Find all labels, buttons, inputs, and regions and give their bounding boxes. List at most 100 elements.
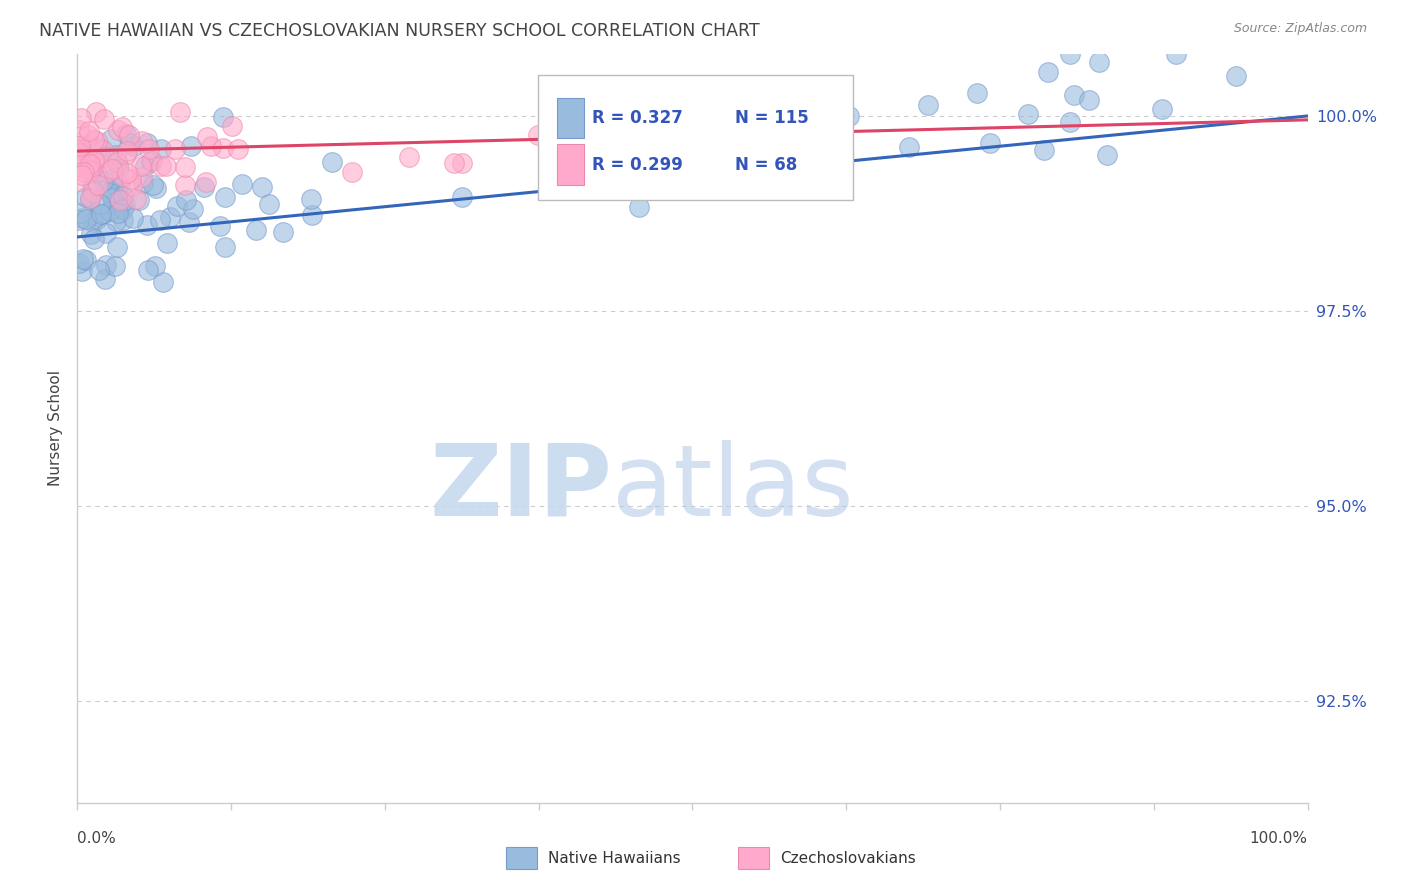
Point [103,169,125,184]
Point [69,143,91,157]
Point [110,120,132,134]
Point [87,178,110,193]
Point [159,210,181,224]
Point [69,206,91,220]
Point [966,87,988,101]
Point [145,181,167,195]
Point [73,164,96,178]
Point [128,193,150,207]
Point [84,104,107,119]
Point [1059,46,1081,61]
Text: ZIP: ZIP [430,440,613,537]
Point [114,198,136,212]
Point [132,177,155,191]
Point [149,213,172,227]
Point [79,124,101,138]
Point [94,227,117,241]
Point [174,178,197,192]
Point [121,211,143,225]
Point [115,146,138,161]
Point [194,175,217,189]
Point [134,159,156,173]
Text: atlas: atlas [613,440,853,537]
Point [212,110,235,124]
Point [87,209,110,223]
Point [245,222,267,236]
Point [1017,106,1039,120]
Point [669,155,692,169]
Point [108,178,131,192]
Point [1077,93,1099,107]
Point [1059,115,1081,129]
Point [79,164,101,178]
Point [117,128,139,142]
Point [82,182,104,196]
Point [93,112,115,126]
Point [613,119,636,133]
Point [112,202,135,216]
Point [100,132,122,146]
Point [100,162,122,177]
Point [86,156,108,170]
Point [619,166,641,180]
Point [70,168,93,182]
Point [75,190,97,204]
Point [94,150,117,164]
Point [83,232,105,246]
Text: R = 0.299: R = 0.299 [592,155,683,174]
Point [67,142,90,156]
Point [1095,148,1118,162]
Point [176,193,198,207]
Point [105,154,128,169]
Point [299,193,322,207]
Point [1063,88,1085,103]
Point [77,128,100,142]
Point [115,165,138,179]
Point [105,180,128,194]
Point [169,105,191,120]
Point [80,227,103,242]
Point [79,157,101,171]
Point [548,149,571,163]
Point [152,275,174,289]
Point [98,204,121,219]
Point [104,148,127,162]
Point [89,196,111,211]
Point [166,199,188,213]
Point [443,156,465,170]
Point [129,159,152,173]
Point [1038,64,1060,78]
Point [211,140,233,154]
Point [67,123,90,137]
Point [156,236,179,251]
Point [115,144,138,158]
Point [398,150,420,164]
Point [101,198,124,212]
Point [79,191,101,205]
Point [77,137,100,152]
Y-axis label: Nursery School: Nursery School [48,370,63,486]
Point [89,149,111,163]
Point [80,162,103,177]
Point [179,215,201,229]
Point [200,139,222,153]
Point [122,139,145,153]
Point [103,194,125,209]
Point [86,212,108,227]
Point [1087,55,1109,70]
Point [683,145,706,160]
Point [761,99,783,113]
Point [118,136,141,150]
Point [70,211,93,226]
Point [69,112,91,126]
Point [75,211,97,226]
Point [108,193,131,207]
Point [67,146,90,161]
Point [90,207,112,221]
Point [82,185,104,199]
Point [79,153,101,167]
Point [738,160,761,174]
Point [897,140,920,154]
Point [108,198,131,212]
Point [666,156,689,170]
